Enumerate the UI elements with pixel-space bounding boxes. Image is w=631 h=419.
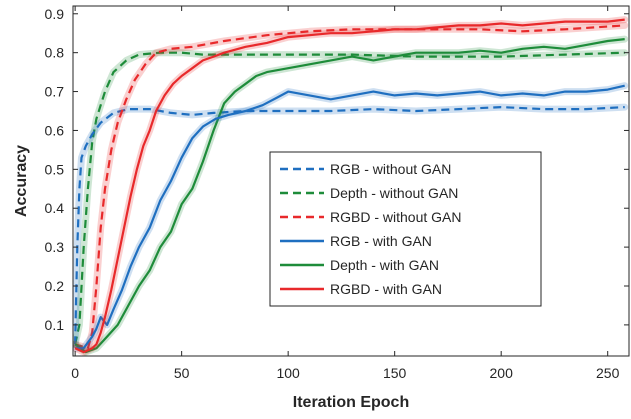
x-tick-label: 50 [174,365,190,381]
legend-label: Depth - with GAN [330,257,439,273]
y-tick-label: 0.7 [45,84,65,100]
y-axis-label: Accuracy [13,145,30,217]
legend: RGB - without GAN Depth - without GAN RGBD… [270,152,541,306]
y-tick-label: 0.3 [45,239,65,255]
x-tick-label: 150 [383,365,407,381]
x-axis-label: Iteration Epoch [293,394,409,411]
y-tick-label: 0.1 [45,317,65,333]
legend-label: RGB - with GAN [330,233,432,249]
x-tick-label: 200 [490,365,514,381]
y-tick-label: 0.8 [45,45,65,61]
legend-label: Depth - without GAN [330,185,458,201]
y-tick-label: 0.6 [45,122,65,138]
x-tick-label: 0 [71,365,79,381]
legend-label: RGBD - without GAN [330,209,461,225]
y-tick-label: 0.2 [45,278,65,294]
y-tick-label: 0.9 [45,6,65,22]
legend-label: RGB - without GAN [330,161,451,177]
y-tick-label: 0.5 [45,161,65,177]
x-tick-label: 250 [596,365,620,381]
x-tick-label: 100 [276,365,300,381]
y-tick-label: 0.4 [45,200,65,216]
legend-label: RGBD - with GAN [330,281,442,297]
